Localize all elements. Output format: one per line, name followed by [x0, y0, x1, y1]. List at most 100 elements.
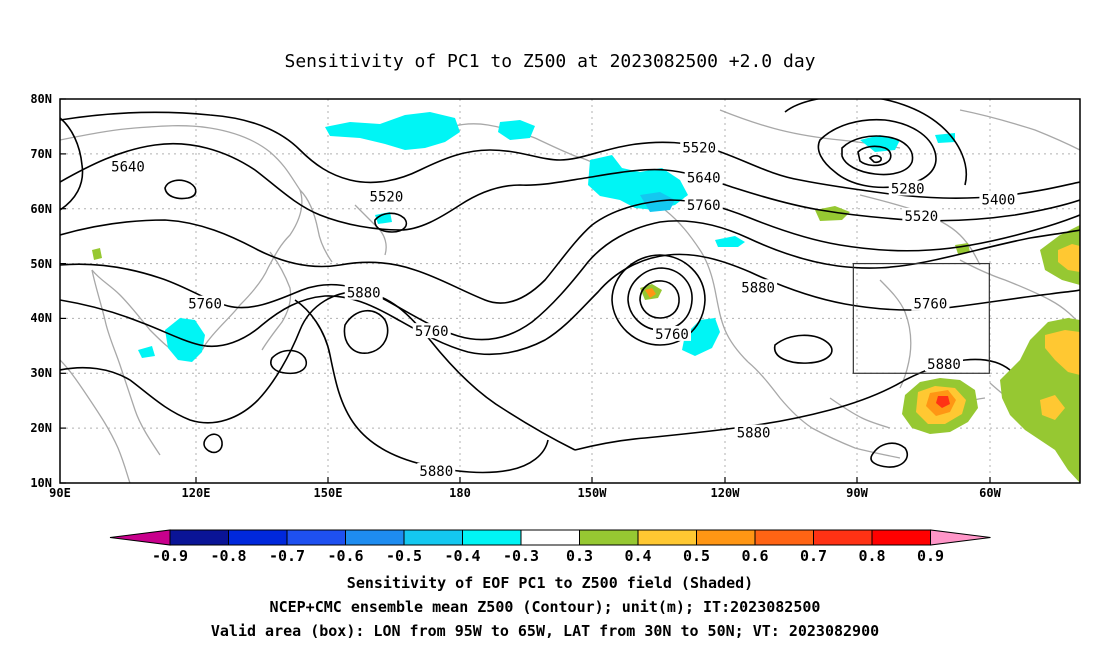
colorbar-label: 0.4 — [624, 547, 651, 565]
colorbar-label: -0.6 — [327, 547, 363, 565]
contour-label: 5640 — [109, 158, 147, 176]
caption-line-2: NCEP+CMC ensemble mean Z500 (Contour); u… — [270, 598, 821, 616]
colorbar-label: -0.8 — [210, 547, 246, 565]
contour-label-bg — [109, 158, 147, 174]
latitude-labels: 80N 70N 60N 50N 40N 30N 20N 10N — [30, 92, 52, 490]
colorbar-label: -0.9 — [152, 547, 188, 565]
lon-label: 60W — [979, 486, 1001, 500]
colorbar-segment — [345, 529, 405, 546]
contour-label-bg — [417, 463, 456, 479]
colorbar-segment — [462, 529, 522, 546]
contour-label: 5400 — [979, 191, 1018, 208]
colorbar: -0.9 -0.8 -0.7 -0.6 -0.5 -0.4 -0.3 0.3 0.4 0.5 0.6… — [109, 529, 991, 565]
colorbar-segment — [871, 529, 931, 546]
lon-label: 90E — [49, 486, 71, 500]
contour-label-bg — [412, 323, 451, 339]
lat-label: 60N — [30, 202, 52, 216]
contour-label-text: 5760 — [188, 297, 222, 313]
colorbar-label: 0.9 — [917, 547, 944, 565]
lon-label: 150E — [314, 486, 343, 500]
contour-label-bg — [367, 188, 406, 204]
colorbar-segment — [637, 529, 697, 546]
colorbar-label: 0.8 — [858, 547, 885, 565]
sensitivity-shading — [92, 112, 1080, 483]
colorbar-label: -0.7 — [269, 547, 305, 565]
caption-line-3: Valid area (box): LON from 95W to 65W, L… — [211, 622, 879, 640]
colorbar-label: -0.5 — [386, 547, 422, 565]
map-panel: 5640 5520 5760 5880 5760 5880 5520 5640 5760 5760… — [30, 92, 1081, 500]
contour-label-text: 5520 — [904, 209, 938, 225]
lon-label: 90W — [846, 486, 868, 500]
colorbar-segment — [520, 529, 580, 546]
contour-label-bg — [911, 295, 950, 311]
contour-label-text: 5760 — [655, 327, 689, 343]
colorbar-arrow-low — [109, 529, 171, 546]
contour-label-bg — [653, 325, 691, 341]
colorbar-segment — [579, 529, 639, 546]
map-title: Sensitivity of PC1 to Z500 at 2023082500… — [284, 51, 815, 72]
lon-label: 150W — [578, 486, 608, 500]
contour-label: 5880 — [734, 424, 773, 442]
lat-label: 50N — [30, 257, 52, 271]
contour-label-text: 5760 — [914, 297, 948, 313]
contour-label-bg — [925, 356, 963, 372]
contour-label-bg — [684, 169, 723, 185]
contour-label: 5760 — [911, 295, 950, 313]
contour-labels: 5640 5520 5760 5880 5760 5880 5520 5640 5760 5760… — [109, 139, 1018, 480]
valid-area-box — [852, 262, 990, 374]
contour-label-text: 5880 — [927, 357, 961, 373]
colorbar-segment — [696, 529, 756, 546]
contour-label: 5760 — [684, 196, 723, 214]
contour-label-bg — [186, 295, 225, 311]
colorbar-segment — [754, 529, 814, 546]
contour-label: 5880 — [417, 463, 456, 480]
colorbar-label: 0.3 — [566, 547, 593, 565]
colorbar-label: 0.5 — [683, 547, 710, 565]
contour-label: 5880 — [925, 356, 963, 373]
coastlines — [60, 109, 1080, 483]
colorbar-segment — [813, 529, 873, 546]
contour-label-text: 5880 — [419, 464, 453, 480]
colorbar-segment — [169, 529, 229, 546]
contour-label-text: 5640 — [687, 171, 721, 187]
colorbar-label: -0.3 — [503, 547, 539, 565]
contour-label: 5760 — [653, 325, 691, 343]
contour-label-text: 5880 — [741, 280, 775, 296]
lon-label: 120E — [182, 486, 211, 500]
contour-label: 5520 — [902, 207, 941, 225]
contour-label: 5280 — [888, 180, 927, 198]
contour-label-bg — [888, 180, 927, 196]
lon-label: 120W — [711, 486, 741, 500]
contour-label-bg — [979, 191, 1018, 207]
colorbar-label: -0.4 — [444, 547, 480, 565]
contour-label: 5760 — [186, 295, 225, 313]
contour-label-bg — [680, 139, 719, 155]
contour-label-text: 5280 — [891, 182, 925, 198]
contour-label-bg — [684, 196, 723, 212]
lat-label: 80N — [30, 92, 52, 106]
caption-line-1: Sensitivity of EOF PC1 to Z500 field (Sh… — [347, 574, 753, 592]
gridlines — [60, 99, 1080, 483]
contour-label: 5880 — [344, 284, 383, 302]
captions: Sensitivity of EOF PC1 to Z500 field (Sh… — [211, 574, 879, 640]
colorbar-label: 0.6 — [741, 547, 768, 565]
contour-label: 5520 — [367, 188, 406, 206]
colorbar-segment — [228, 529, 288, 546]
colorbar-arrow-high — [930, 529, 991, 546]
contour-label: 5760 — [412, 323, 451, 340]
contour-label-text: 5880 — [347, 286, 381, 302]
colorbar-segment — [403, 529, 463, 546]
colorbar-segment — [286, 529, 346, 546]
lat-label: 70N — [30, 147, 52, 161]
contour-label-text: 5400 — [982, 192, 1016, 208]
contour-label-bg — [902, 207, 941, 223]
contour-label-bg — [734, 424, 773, 440]
map-border — [59, 98, 1081, 484]
lon-label: 180 — [449, 486, 471, 500]
longitude-labels: 90E 120E 150E 180 150W 120W 90W 60W — [49, 486, 1001, 500]
contour-label-text: 5760 — [687, 198, 721, 214]
contour-label: 5640 — [684, 169, 723, 187]
contour-label-text: 5760 — [415, 324, 449, 340]
contour-label: 5520 — [680, 139, 719, 156]
